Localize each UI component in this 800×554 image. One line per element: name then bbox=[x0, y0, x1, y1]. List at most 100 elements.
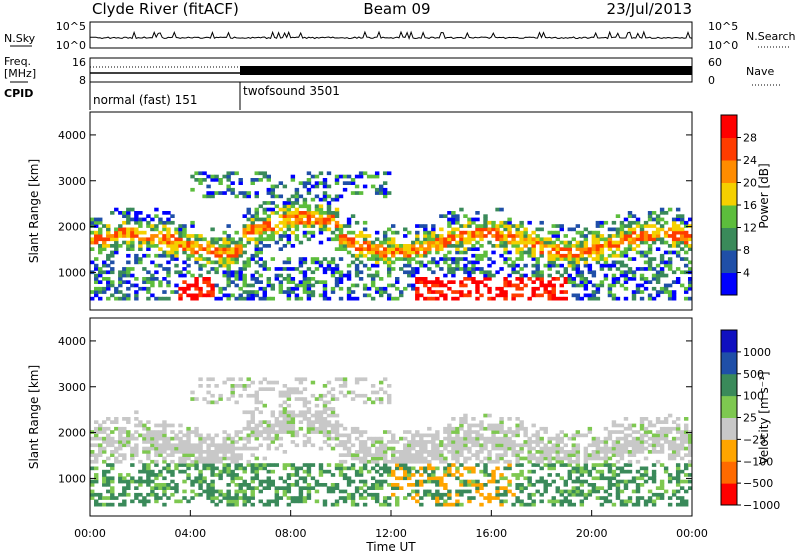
heatmap-cell bbox=[382, 466, 388, 471]
heatmap-cell bbox=[539, 283, 544, 288]
heatmap-cell bbox=[475, 286, 480, 291]
heatmap-cell bbox=[222, 430, 227, 434]
heatmap-cell bbox=[579, 479, 585, 484]
heatmap-cell bbox=[643, 260, 649, 265]
heatmap-cell bbox=[258, 420, 263, 424]
heatmap-cell bbox=[503, 227, 508, 232]
heatmap-cell bbox=[254, 237, 259, 242]
heatmap-cell bbox=[423, 443, 428, 448]
heatmap-cell bbox=[210, 174, 215, 179]
heatmap-cell bbox=[250, 469, 255, 474]
heatmap-cell bbox=[302, 280, 308, 284]
heatmap-cell bbox=[354, 283, 360, 288]
heatmap-cell bbox=[298, 211, 304, 215]
heatmap-cell bbox=[671, 280, 677, 284]
station-title: Clyde River (fitACF) bbox=[92, 0, 239, 18]
heatmap-cell bbox=[94, 456, 99, 461]
heatmap-cell bbox=[567, 463, 572, 467]
heatmap-cell bbox=[322, 184, 328, 189]
heatmap-cell bbox=[391, 267, 396, 271]
heatmap-cell bbox=[174, 486, 179, 490]
heatmap-cell bbox=[226, 184, 231, 189]
heatmap-cell bbox=[94, 267, 99, 271]
heatmap-cell bbox=[519, 502, 524, 507]
heatmap-cell bbox=[623, 253, 629, 258]
heatmap-cell bbox=[202, 397, 207, 401]
heatmap-cell bbox=[306, 407, 312, 411]
heatmap-cell bbox=[198, 456, 203, 461]
freq-band-twofsound bbox=[240, 66, 692, 75]
heatmap-cell bbox=[627, 463, 633, 467]
heatmap-cell bbox=[519, 420, 524, 424]
heatmap-cell bbox=[567, 247, 572, 251]
nave-tick-bottom: 0 bbox=[708, 74, 715, 87]
heatmap-cell bbox=[186, 466, 191, 471]
heatmap-cell bbox=[631, 423, 637, 428]
heatmap-cell bbox=[290, 230, 296, 235]
heatmap-cell bbox=[487, 492, 492, 497]
heatmap-cell bbox=[326, 267, 332, 271]
heatmap-cell bbox=[290, 499, 296, 504]
heatmap-cell bbox=[166, 443, 171, 448]
heatmap-cell bbox=[182, 459, 187, 464]
heatmap-cell bbox=[126, 430, 131, 434]
heatmap-cell bbox=[607, 479, 613, 484]
heatmap-cell bbox=[270, 483, 276, 487]
heatmap-cell bbox=[294, 227, 300, 232]
heatmap-cell bbox=[226, 267, 231, 271]
heatmap-cell bbox=[515, 293, 520, 298]
heatmap-cell bbox=[130, 499, 135, 504]
heatmap-cell bbox=[563, 453, 568, 457]
heatmap-cell bbox=[314, 204, 320, 209]
heatmap-cell bbox=[302, 496, 308, 500]
heatmap-cell bbox=[386, 171, 392, 176]
heatmap-cell bbox=[435, 247, 440, 251]
heatmap-cell bbox=[106, 476, 111, 481]
heatmap-cell bbox=[238, 293, 243, 298]
heatmap-cell bbox=[246, 423, 251, 428]
heatmap-cell bbox=[507, 417, 512, 421]
heatmap-cell bbox=[334, 443, 340, 448]
heatmap-cell bbox=[523, 486, 528, 490]
heatmap-cell bbox=[511, 502, 516, 507]
heatmap-cell bbox=[106, 227, 111, 232]
heatmap-cell bbox=[294, 194, 300, 199]
heatmap-cell bbox=[282, 410, 288, 415]
heatmap-cell bbox=[282, 277, 288, 281]
heatmap-cell bbox=[627, 479, 633, 484]
heatmap-cell bbox=[543, 446, 548, 451]
power-y-tick-label: 2000 bbox=[58, 221, 86, 234]
heatmap-cell bbox=[218, 178, 223, 182]
heatmap-cell bbox=[575, 260, 581, 265]
heatmap-cell bbox=[194, 257, 199, 261]
heatmap-cell bbox=[250, 453, 255, 457]
heatmap-cell bbox=[619, 456, 625, 461]
heatmap-cell bbox=[435, 502, 440, 507]
heatmap-cell bbox=[491, 496, 496, 500]
heatmap-cell bbox=[246, 440, 251, 444]
heatmap-cell bbox=[230, 181, 235, 185]
heatmap-cell bbox=[683, 499, 689, 504]
heatmap-cell bbox=[667, 283, 673, 288]
heatmap-cell bbox=[415, 267, 420, 271]
heatmap-cell bbox=[298, 220, 304, 225]
heatmap-cell bbox=[334, 280, 340, 284]
heatmap-cell bbox=[298, 397, 304, 401]
heatmap-cell bbox=[234, 463, 239, 467]
heatmap-cell bbox=[294, 387, 300, 391]
heatmap-cell bbox=[543, 244, 548, 248]
heatmap-cell bbox=[623, 296, 629, 301]
heatmap-cell bbox=[138, 469, 143, 474]
heatmap-cell bbox=[487, 413, 492, 418]
heatmap-cell bbox=[623, 280, 629, 284]
heatmap-cell bbox=[350, 253, 356, 258]
heatmap-cell bbox=[607, 483, 613, 487]
heatmap-cell bbox=[571, 267, 577, 271]
heatmap-cell bbox=[254, 211, 259, 215]
heatmap-cell bbox=[683, 220, 689, 225]
heatmap-cell bbox=[495, 446, 500, 451]
heatmap-cell bbox=[687, 217, 693, 222]
heatmap-cell bbox=[250, 433, 255, 438]
heatmap-cell bbox=[667, 473, 673, 477]
